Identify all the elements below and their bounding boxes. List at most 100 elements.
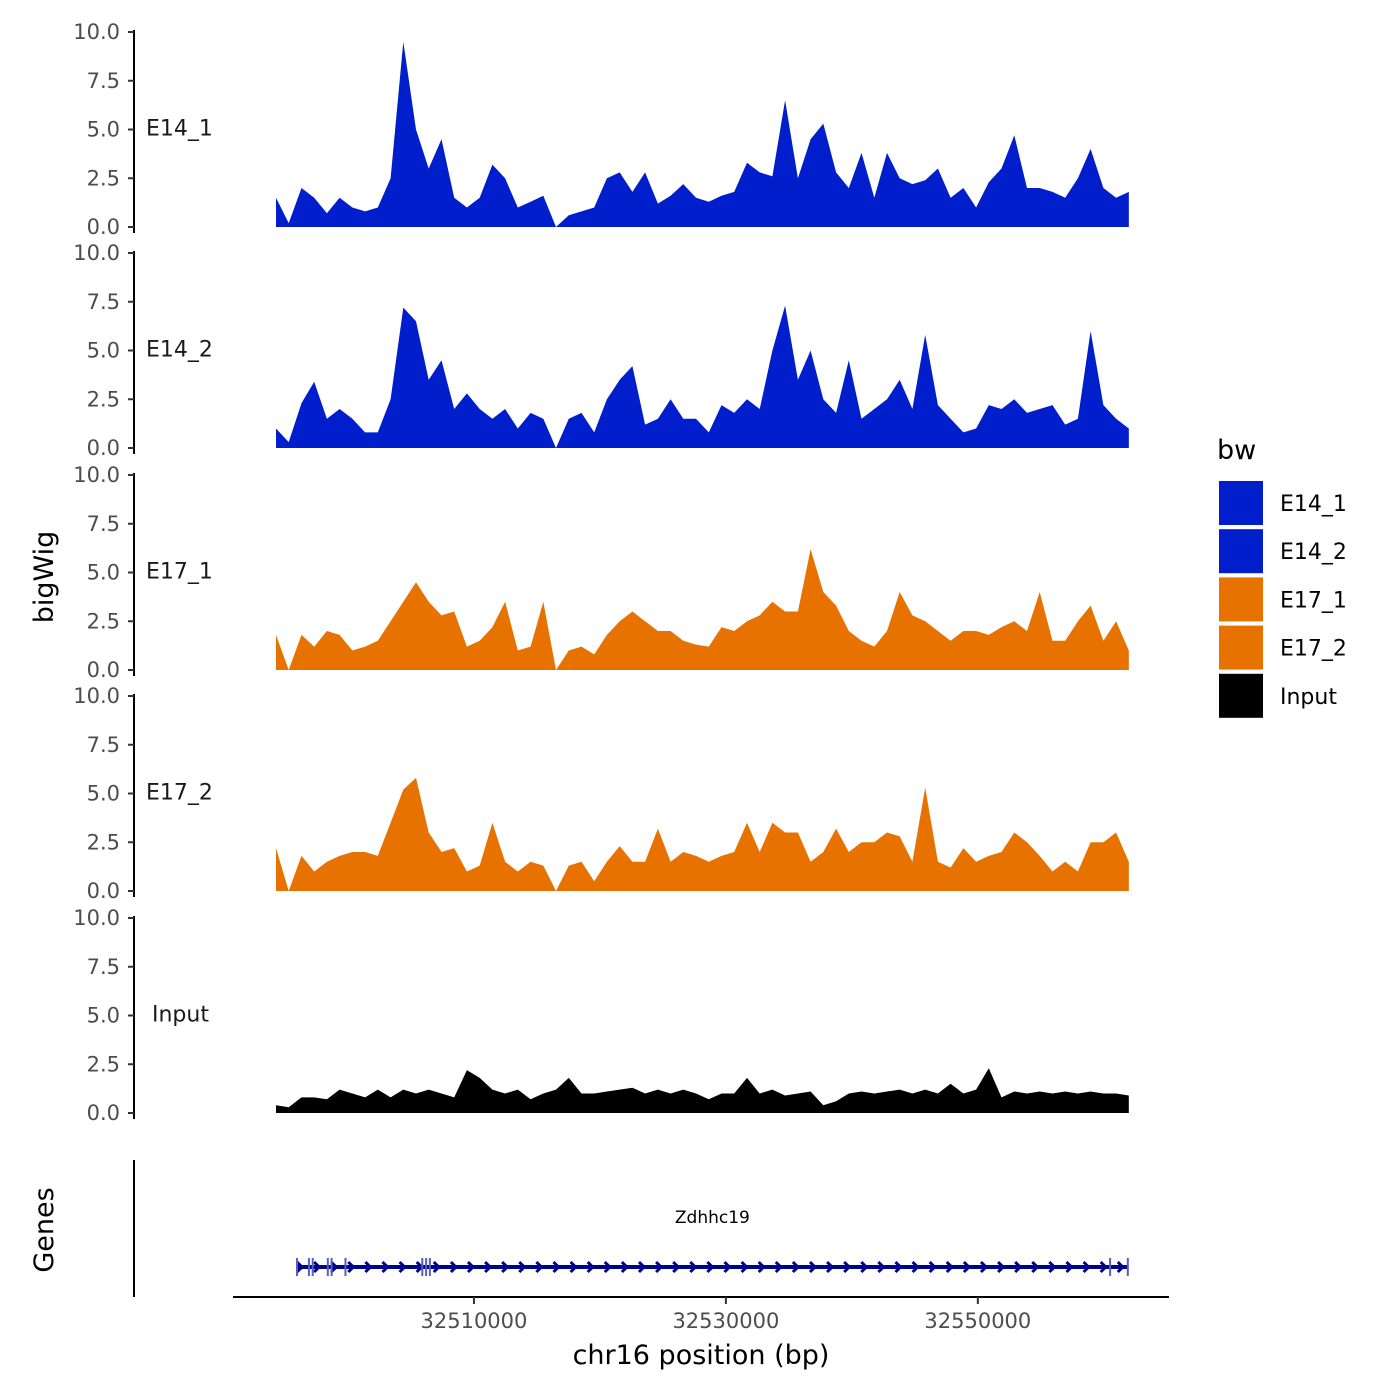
track-label: E14_2 bbox=[146, 338, 213, 363]
x-tick-label: 32550000 bbox=[924, 1309, 1031, 1333]
strand-arrow bbox=[791, 1260, 801, 1274]
y-tick-label: 10.0 bbox=[73, 463, 120, 487]
strand-arrow bbox=[843, 1260, 852, 1274]
track-Input: 0.0 2.5 5.0 7.5 10.0 Input bbox=[73, 906, 1129, 1125]
strand-arrow bbox=[1014, 1260, 1023, 1274]
y-tick-label: 2.5 bbox=[87, 1052, 120, 1076]
track-label: Input bbox=[152, 1003, 209, 1028]
strand-arrow bbox=[484, 1260, 493, 1274]
strand-arrow bbox=[928, 1260, 937, 1274]
strand-arrow bbox=[757, 1260, 766, 1274]
y-tick-label: 0.0 bbox=[87, 215, 120, 239]
strand-arrow bbox=[1031, 1260, 1040, 1274]
y-axis-title: bigWig bbox=[29, 531, 60, 624]
y-tick-label: 0.0 bbox=[87, 436, 120, 460]
legend: bw E14_1 E14_2 E17_1 E17_2 Input bbox=[1217, 435, 1347, 718]
strand-arrow bbox=[501, 1260, 510, 1274]
strand-arrow bbox=[877, 1260, 886, 1274]
signal-area bbox=[275, 41, 1129, 227]
strand-arrow bbox=[381, 1260, 390, 1274]
strand-arrow bbox=[466, 1260, 476, 1274]
genes-panel-title: Genes bbox=[29, 1187, 60, 1272]
strand-arrow bbox=[655, 1260, 664, 1274]
strand-arrow bbox=[979, 1260, 989, 1274]
track-E14_1: 0.0 2.5 5.0 7.5 10.0 E14_1 bbox=[73, 20, 1129, 239]
y-tick-label: 0.0 bbox=[87, 658, 120, 682]
strand-arrow bbox=[672, 1260, 681, 1274]
strand-arrow bbox=[911, 1260, 920, 1274]
strand-arrow bbox=[1116, 1260, 1125, 1274]
legend-swatch bbox=[1219, 625, 1263, 670]
strand-arrow bbox=[569, 1260, 578, 1274]
strand-arrow bbox=[894, 1260, 903, 1274]
y-tick-label: 5.0 bbox=[87, 118, 120, 142]
y-tick-label: 2.5 bbox=[87, 609, 120, 633]
legend-label: Input bbox=[1280, 685, 1337, 710]
track-E14_2: 0.0 2.5 5.0 7.5 10.0 E14_2 bbox=[73, 241, 1129, 460]
strand-arrow bbox=[997, 1260, 1006, 1274]
y-tick-label: 2.5 bbox=[87, 387, 120, 411]
y-tick-label: 10.0 bbox=[73, 906, 120, 930]
legend-title: bw bbox=[1217, 435, 1256, 466]
strand-arrow bbox=[518, 1260, 527, 1274]
strand-arrow bbox=[723, 1260, 732, 1274]
strand-arrow bbox=[1065, 1260, 1074, 1274]
strand-arrow bbox=[860, 1260, 869, 1274]
strand-arrow bbox=[1099, 1260, 1108, 1274]
signal-area bbox=[275, 305, 1129, 448]
strand-arrow bbox=[945, 1260, 954, 1274]
strand-arrow bbox=[552, 1260, 561, 1274]
strand-arrow bbox=[740, 1260, 749, 1274]
y-tick-label: 5.0 bbox=[87, 561, 120, 585]
y-tick-label: 10.0 bbox=[73, 684, 120, 708]
strand-arrow bbox=[586, 1260, 595, 1274]
strand-arrow bbox=[637, 1260, 647, 1274]
x-tick-label: 32510000 bbox=[421, 1309, 528, 1333]
y-tick-label: 10.0 bbox=[73, 20, 120, 44]
y-tick-label: 2.5 bbox=[87, 166, 120, 190]
y-tick-label: 7.5 bbox=[87, 955, 120, 979]
strand-arrow bbox=[432, 1260, 441, 1274]
y-tick-label: 0.0 bbox=[87, 1101, 120, 1125]
y-tick-label: 2.5 bbox=[87, 830, 120, 854]
y-tick-label: 7.5 bbox=[87, 512, 120, 536]
strand-arrow bbox=[398, 1260, 407, 1274]
y-tick-label: 5.0 bbox=[87, 782, 120, 806]
strand-arrow bbox=[330, 1260, 339, 1274]
strand-arrow bbox=[620, 1260, 630, 1274]
strand-arrow bbox=[313, 1260, 322, 1274]
strand-arrow bbox=[1082, 1260, 1091, 1274]
strand-arrow bbox=[962, 1260, 972, 1274]
signal-area bbox=[275, 1068, 1129, 1113]
legend-swatch bbox=[1219, 529, 1263, 574]
track-label: E14_1 bbox=[146, 117, 213, 142]
legend-label: E17_2 bbox=[1280, 637, 1347, 662]
legend-label: E17_1 bbox=[1280, 588, 1347, 613]
track-label: E17_1 bbox=[146, 560, 213, 585]
y-tick-label: 10.0 bbox=[73, 241, 120, 265]
x-tick-label: 32530000 bbox=[672, 1309, 779, 1333]
gene-label: Zdhhc19 bbox=[675, 1208, 750, 1228]
y-tick-label: 0.0 bbox=[87, 879, 120, 903]
signal-area bbox=[275, 549, 1129, 670]
y-tick-label: 5.0 bbox=[87, 1004, 120, 1028]
y-tick-label: 5.0 bbox=[87, 339, 120, 363]
strand-arrow bbox=[449, 1260, 459, 1274]
strand-arrow bbox=[295, 1260, 305, 1274]
strand-arrow bbox=[774, 1260, 783, 1274]
strand-arrow bbox=[347, 1260, 356, 1274]
strand-arrow bbox=[1048, 1260, 1057, 1274]
strand-arrow bbox=[826, 1260, 835, 1274]
legend-swatch bbox=[1219, 481, 1263, 525]
strand-arrow bbox=[535, 1260, 544, 1274]
track-E17_2: 0.0 2.5 5.0 7.5 10.0 E17_2 bbox=[73, 684, 1129, 903]
legend-swatch bbox=[1219, 673, 1263, 718]
y-tick-label: 7.5 bbox=[87, 733, 120, 757]
x-axis-title: chr16 position (bp) bbox=[573, 1340, 830, 1371]
y-tick-label: 7.5 bbox=[87, 69, 120, 93]
legend-label: E14_1 bbox=[1280, 492, 1347, 517]
y-tick-label: 7.5 bbox=[87, 290, 120, 314]
legend-swatch bbox=[1219, 577, 1263, 622]
strand-arrow bbox=[603, 1260, 612, 1274]
